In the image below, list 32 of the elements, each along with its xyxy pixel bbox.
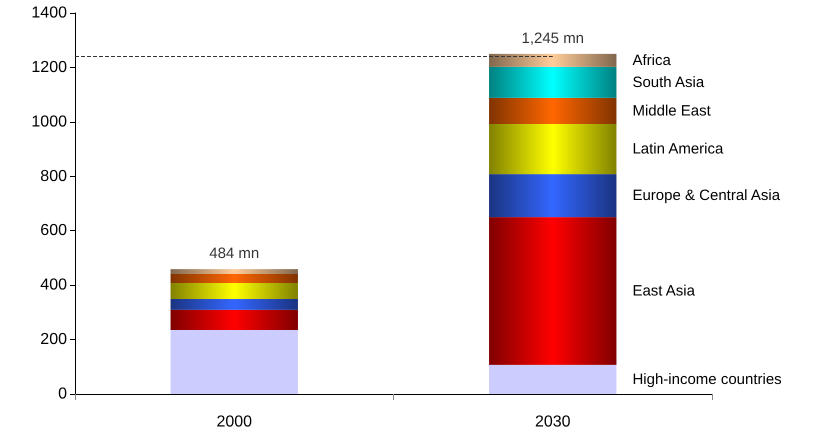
bar — [489, 364, 616, 394]
y-tick-label: 1200 — [31, 58, 68, 76]
series-label: Europe & Central Asia — [632, 187, 781, 204]
bar — [489, 124, 616, 174]
bar — [489, 54, 616, 67]
bar — [170, 274, 298, 283]
bar — [170, 310, 298, 330]
y-tick-label: 200 — [40, 331, 68, 348]
y-tick-label: 1000 — [31, 113, 68, 130]
bar — [170, 269, 298, 274]
series-label: Latin America — [632, 140, 724, 158]
series-label: Africa — [632, 52, 672, 69]
y-tick-label: 800 — [40, 168, 68, 185]
y-tick-label: 400 — [40, 276, 68, 294]
x-tick-label: 2000 — [216, 414, 252, 430]
series-label: East Asia — [632, 282, 696, 300]
bar — [489, 217, 616, 365]
annotation: 1,245 mn — [521, 30, 584, 47]
series-label: Middle East — [632, 102, 712, 120]
y-tick-label: 0 — [58, 386, 68, 402]
bar — [170, 282, 298, 300]
series-label: South Asia — [632, 74, 705, 91]
series-label: High-income countries — [632, 370, 782, 388]
bar — [170, 299, 298, 310]
x-tick-label: 2030 — [534, 414, 571, 430]
y-tick-label: 1400 — [31, 4, 68, 22]
annotation: 484 mn — [209, 245, 260, 262]
bar — [489, 98, 616, 124]
bar — [489, 174, 616, 218]
bar — [489, 66, 616, 98]
bar — [170, 330, 298, 394]
y-tick-label: 600 — [40, 222, 68, 240]
